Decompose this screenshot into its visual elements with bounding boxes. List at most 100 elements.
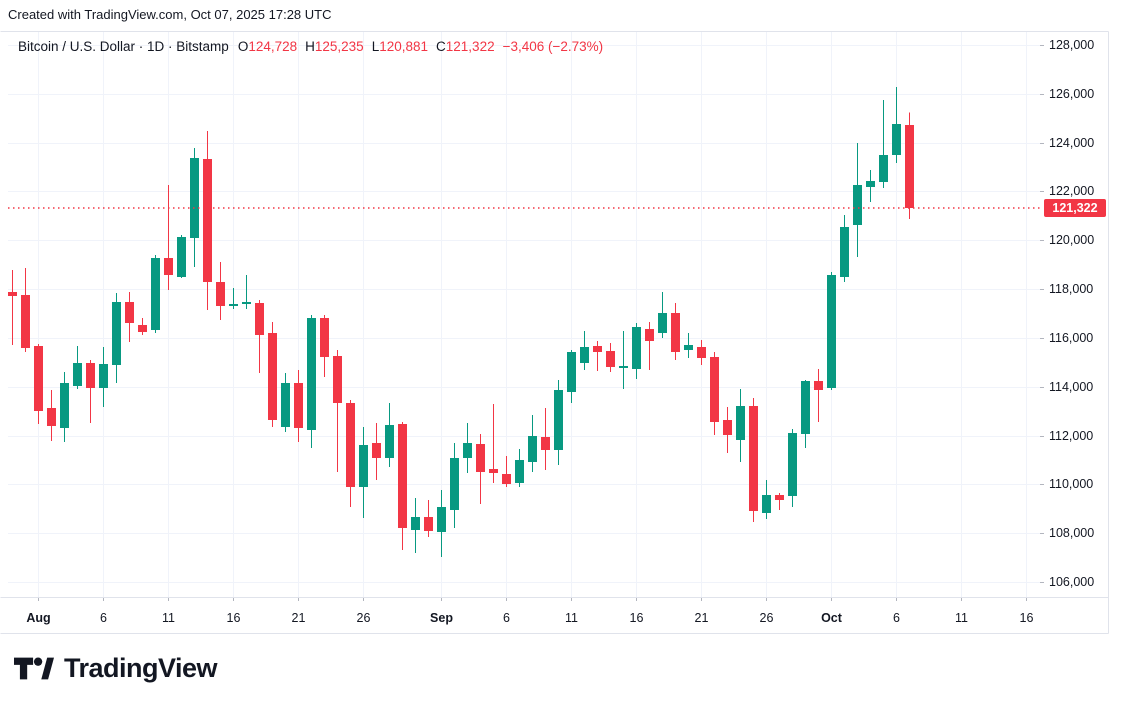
candle-body (593, 345, 602, 353)
y-axis-label: 116,000 (1049, 330, 1094, 345)
tradingview-wordmark: TradingView (64, 653, 218, 683)
candle-body (268, 333, 277, 420)
candle-body (749, 406, 758, 511)
x-axis-label: 21 (694, 611, 709, 625)
candle-body (515, 459, 524, 483)
candle-body (736, 406, 745, 440)
attribution-text: Created with TradingView.com, Oct 07, 20… (8, 7, 332, 22)
y-axis-label: 110,000 (1049, 476, 1094, 491)
candle-body (710, 356, 719, 422)
x-axis-label: 6 (503, 611, 510, 625)
candle-body (242, 302, 251, 305)
candle-body (554, 389, 563, 450)
candle-body (255, 303, 264, 335)
candle-body (541, 437, 550, 450)
candle-body (424, 517, 433, 531)
candle-body (723, 419, 732, 436)
y-axis-label: 124,000 (1049, 135, 1095, 150)
candle-body (645, 329, 654, 342)
candle-body (229, 303, 238, 306)
candle-body (333, 355, 342, 404)
ohlc-high: H125,235 (305, 39, 364, 54)
candle-body (892, 124, 901, 156)
candle-body (190, 158, 199, 239)
candle-body (112, 302, 121, 366)
x-axis-label: 26 (759, 611, 774, 625)
y-axis-label: 126,000 (1049, 86, 1095, 101)
y-axis-label: 120,000 (1049, 232, 1095, 247)
candle-body (463, 443, 472, 459)
candle-body (138, 324, 147, 333)
candle-body (658, 313, 667, 334)
candle-body (814, 381, 823, 390)
candle-body (866, 180, 875, 188)
x-axis-label: 16 (226, 611, 241, 625)
candle-body (879, 155, 888, 182)
x-axis-label: 11 (565, 611, 578, 625)
candle-body (619, 365, 628, 368)
x-axis-label: 6 (100, 611, 107, 625)
x-axis-label: 26 (356, 611, 371, 625)
candle-body (775, 495, 784, 500)
candle-body (203, 158, 212, 283)
candle-body (905, 124, 914, 209)
chart-legend[interactable]: Bitcoin / U.S. Dollar · 1D · Bitstamp O1… (18, 39, 603, 54)
x-axis-label: Oct (821, 611, 842, 625)
candle-body (437, 507, 446, 532)
candle-body (86, 363, 95, 388)
candle-body (606, 351, 615, 367)
candle-body (801, 381, 810, 435)
y-axis-label: 112,000 (1049, 428, 1094, 443)
candle-body (762, 495, 771, 514)
candle-body (307, 317, 316, 430)
candle-body (671, 313, 680, 353)
candle-body (788, 433, 797, 497)
candle-body (320, 317, 329, 357)
change-value: −3,406 (−2.73%) (502, 39, 604, 54)
y-axis-label: 122,000 (1049, 183, 1095, 198)
x-axis-label: 6 (893, 611, 900, 625)
ohlc-low: L120,881 (371, 39, 429, 54)
candle-body (853, 185, 862, 225)
candle-body (21, 294, 30, 348)
candle-body (398, 424, 407, 529)
candle-body (73, 363, 82, 386)
tradingview-logo[interactable]: TradingView (14, 653, 218, 684)
candle-body (47, 407, 56, 427)
x-axis-label: 11 (955, 611, 968, 625)
candle-body (359, 445, 368, 488)
candle-body (450, 458, 459, 510)
x-axis-label: 16 (629, 611, 644, 625)
candle-body (346, 403, 355, 488)
x-axis-label: Aug (26, 611, 51, 625)
candle-body (281, 383, 290, 428)
candle-body (216, 282, 225, 306)
candle-body (580, 346, 589, 364)
candle-body (827, 274, 836, 388)
candle-body (840, 227, 849, 277)
candle-body (697, 346, 706, 358)
last-price-label: 121,322 (1044, 199, 1106, 217)
x-axis-label: 21 (291, 611, 306, 625)
ohlc-close: C121,322 (436, 39, 495, 54)
symbol-title: Bitcoin / U.S. Dollar · 1D · Bitstamp (18, 39, 229, 54)
candle-body (125, 302, 134, 324)
x-axis-label: 11 (162, 611, 175, 625)
x-axis-label: Sep (430, 611, 453, 625)
y-axis-label: 108,000 (1049, 525, 1095, 540)
candle-body (528, 436, 537, 462)
candle-body (502, 474, 511, 485)
candle-body (60, 383, 69, 428)
ohlc-open: O124,728 (237, 39, 298, 54)
tradingview-logo-icon (14, 657, 54, 680)
candle-body (632, 326, 641, 369)
candle-body (411, 517, 420, 531)
y-axis-label: 114,000 (1049, 379, 1094, 394)
candle-body (476, 444, 485, 472)
candle-body (684, 344, 693, 351)
x-axis-label: 16 (1019, 611, 1034, 625)
candle-body (151, 258, 160, 331)
candle-body (489, 468, 498, 473)
y-axis-label: 118,000 (1049, 281, 1094, 296)
